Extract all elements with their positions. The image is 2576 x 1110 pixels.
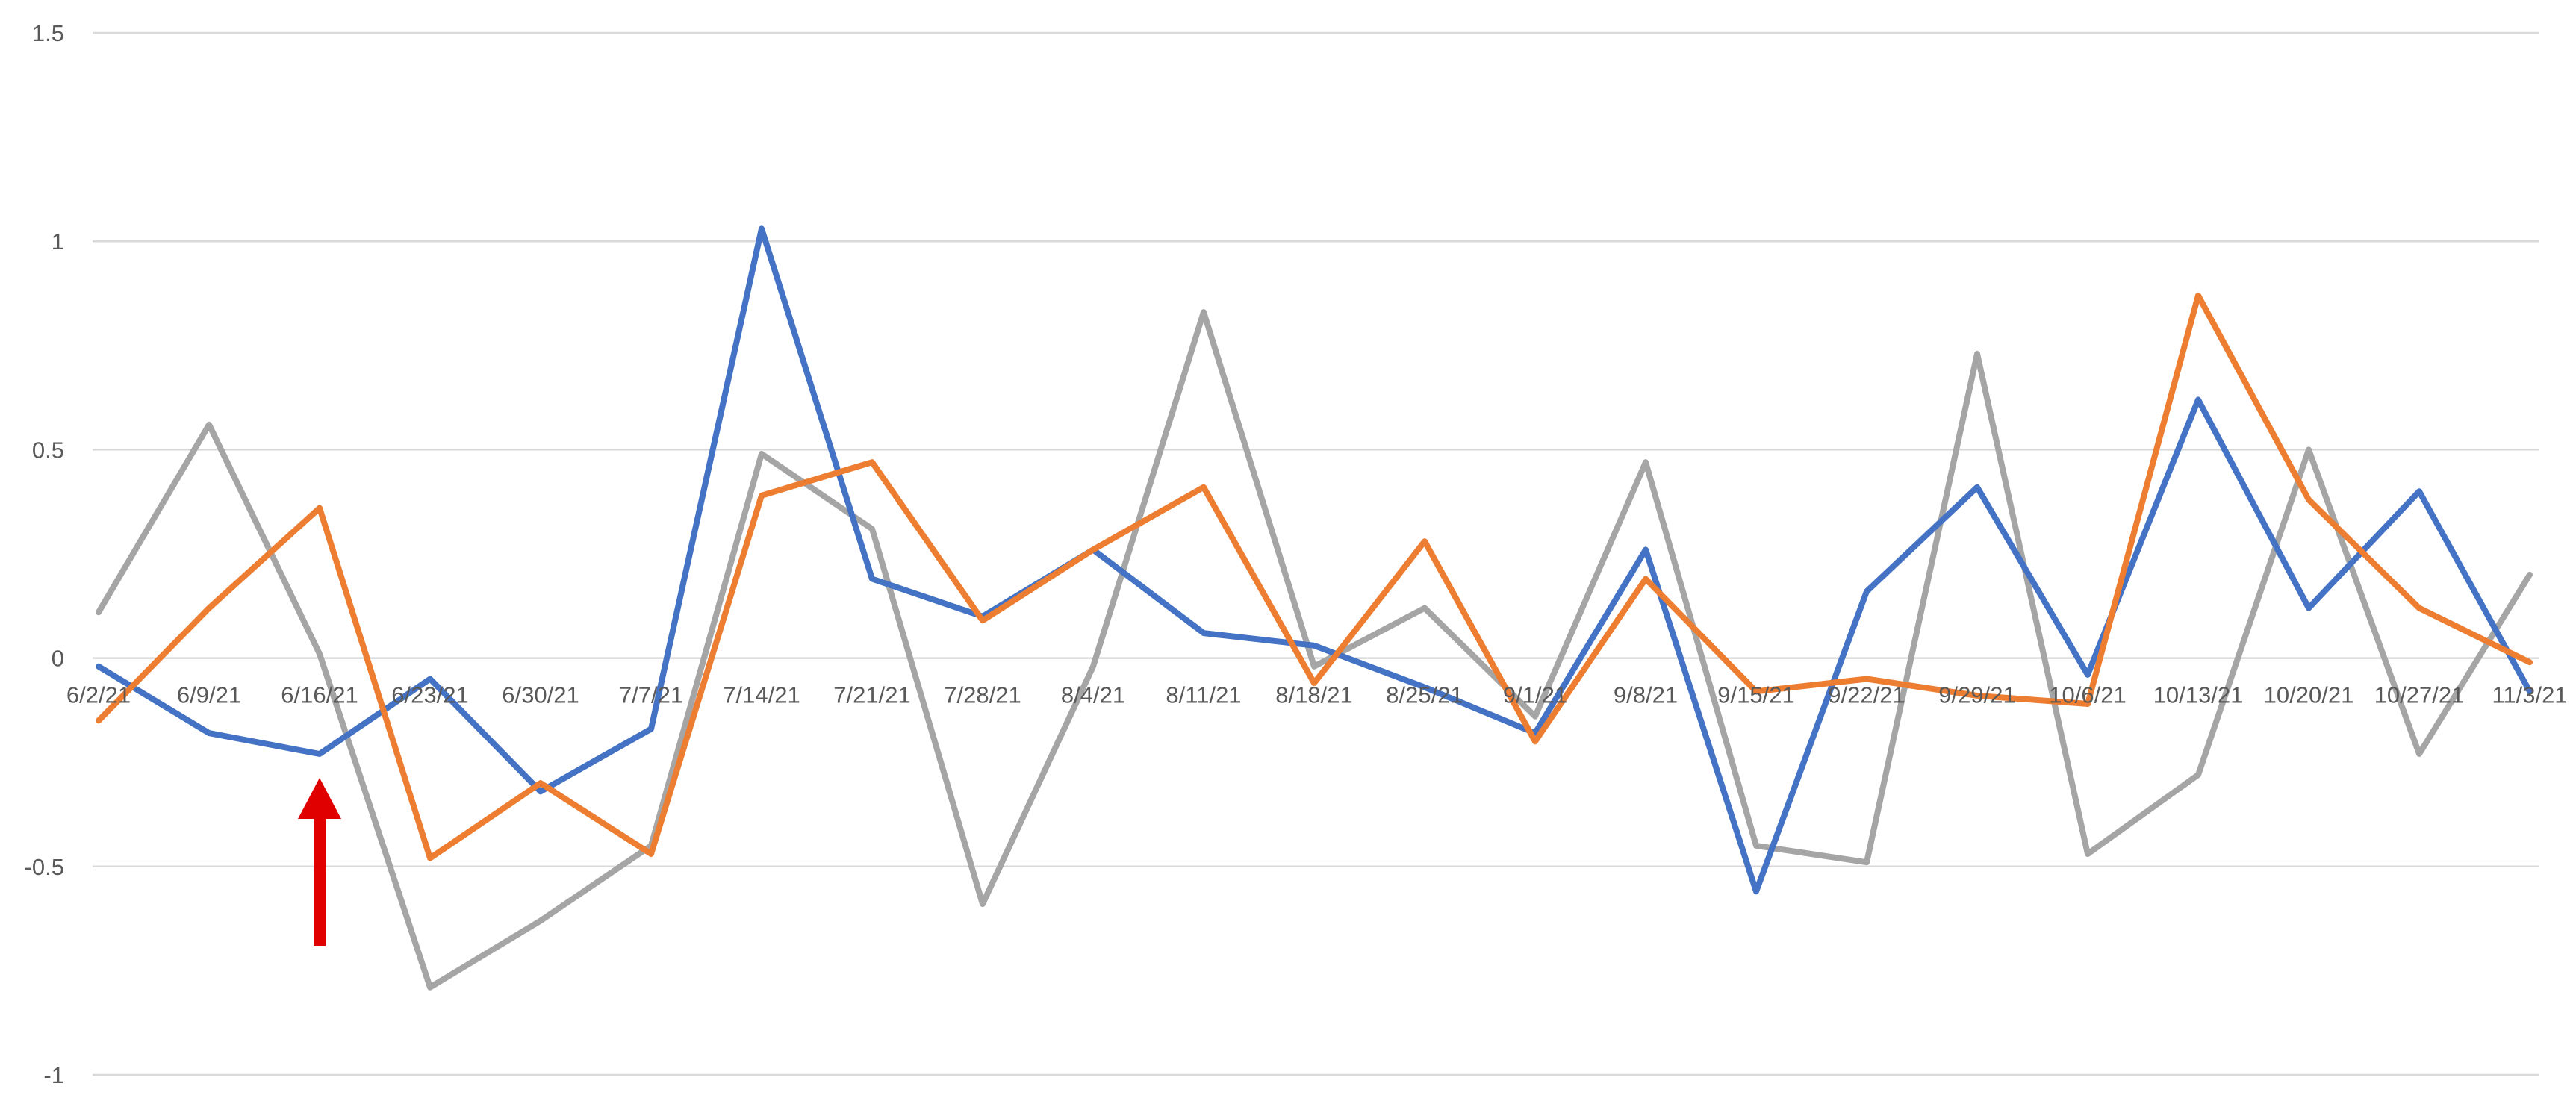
annotation-arrow-shaft xyxy=(314,817,326,946)
gridlines xyxy=(93,31,2539,1076)
x-tick-label: 7/7/21 xyxy=(619,682,683,708)
x-tick-label: 7/21/21 xyxy=(833,682,910,708)
y-tick-label: 1 xyxy=(52,228,64,255)
series-line-2 xyxy=(96,292,2533,861)
x-tick-label: 7/28/21 xyxy=(944,682,1021,708)
y-axis-tick-labels: -1 -0.5 0 0.5 1 1.5 xyxy=(25,20,64,1088)
x-tick-label: 7/14/21 xyxy=(723,682,800,708)
x-tick-label: 9/15/21 xyxy=(1717,682,1794,708)
x-tick-label: 6/16/21 xyxy=(281,682,358,708)
x-tick-label: 9/29/21 xyxy=(1938,682,2015,708)
y-tick-label: 1.5 xyxy=(32,20,64,46)
x-tick-label: 6/23/21 xyxy=(391,682,468,708)
x-tick-label: 10/6/21 xyxy=(2049,682,2126,708)
x-axis-tick-labels: 6/2/21 6/9/21 6/16/21 6/23/21 6/30/21 7/7/21 7… xyxy=(66,682,2568,708)
x-tick-label: 10/27/21 xyxy=(2374,682,2465,708)
x-tick-label: 10/20/21 xyxy=(2264,682,2354,708)
series-line-1 xyxy=(96,225,2533,895)
x-tick-label: 11/3/21 xyxy=(2492,682,2567,708)
y-tick-label: -1 xyxy=(43,1062,64,1088)
x-tick-label: 6/2/21 xyxy=(66,682,131,708)
annotation xyxy=(298,778,341,946)
x-tick-label: 10/13/21 xyxy=(2153,682,2244,708)
x-tick-label: 8/4/21 xyxy=(1061,682,1125,708)
x-tick-label: 8/25/21 xyxy=(1386,682,1463,708)
x-tick-label: 6/30/21 xyxy=(502,682,579,708)
x-tick-label: 9/8/21 xyxy=(1614,682,1678,708)
x-tick-label: 9/1/21 xyxy=(1503,682,1567,708)
x-tick-label: 6/9/21 xyxy=(177,682,241,708)
series-line-3 xyxy=(96,309,2533,991)
x-tick-label: 9/22/21 xyxy=(1828,682,1905,708)
y-tick-label: 0 xyxy=(52,646,64,672)
x-tick-label: 8/18/21 xyxy=(1275,682,1352,708)
x-tick-label: 8/11/21 xyxy=(1166,682,1241,708)
series-lines xyxy=(96,225,2533,991)
annotation-arrow-head xyxy=(298,778,341,819)
y-tick-label: 0.5 xyxy=(32,437,64,463)
y-tick-label: -0.5 xyxy=(25,854,64,880)
